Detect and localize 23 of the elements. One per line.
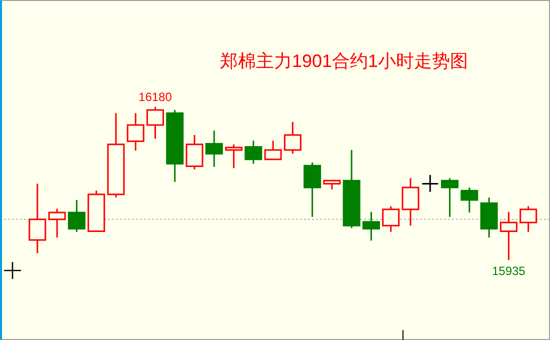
candlestick xyxy=(284,121,302,154)
candlestick xyxy=(186,134,204,170)
candlestick xyxy=(304,162,322,218)
candlestick xyxy=(441,177,459,218)
candlestick xyxy=(126,112,144,152)
candlestick xyxy=(421,174,439,193)
candlestick xyxy=(48,208,66,238)
candlestick xyxy=(382,206,400,233)
candlestick xyxy=(500,211,518,261)
annotation: 16180 xyxy=(138,90,172,104)
text: 郑棉主力1901合约1小时走势图 xyxy=(220,50,468,73)
candlestick xyxy=(402,177,420,226)
annotation: 15935 xyxy=(492,264,526,278)
candlestick xyxy=(28,183,46,254)
candlestick xyxy=(520,206,538,233)
candlestick xyxy=(460,186,478,214)
candlestick xyxy=(225,144,243,169)
candlestick xyxy=(362,211,380,242)
candlestick xyxy=(264,140,282,160)
candlestick xyxy=(68,199,86,233)
candlestick xyxy=(244,140,262,164)
candlestick xyxy=(205,130,223,168)
candlestick xyxy=(146,106,164,140)
